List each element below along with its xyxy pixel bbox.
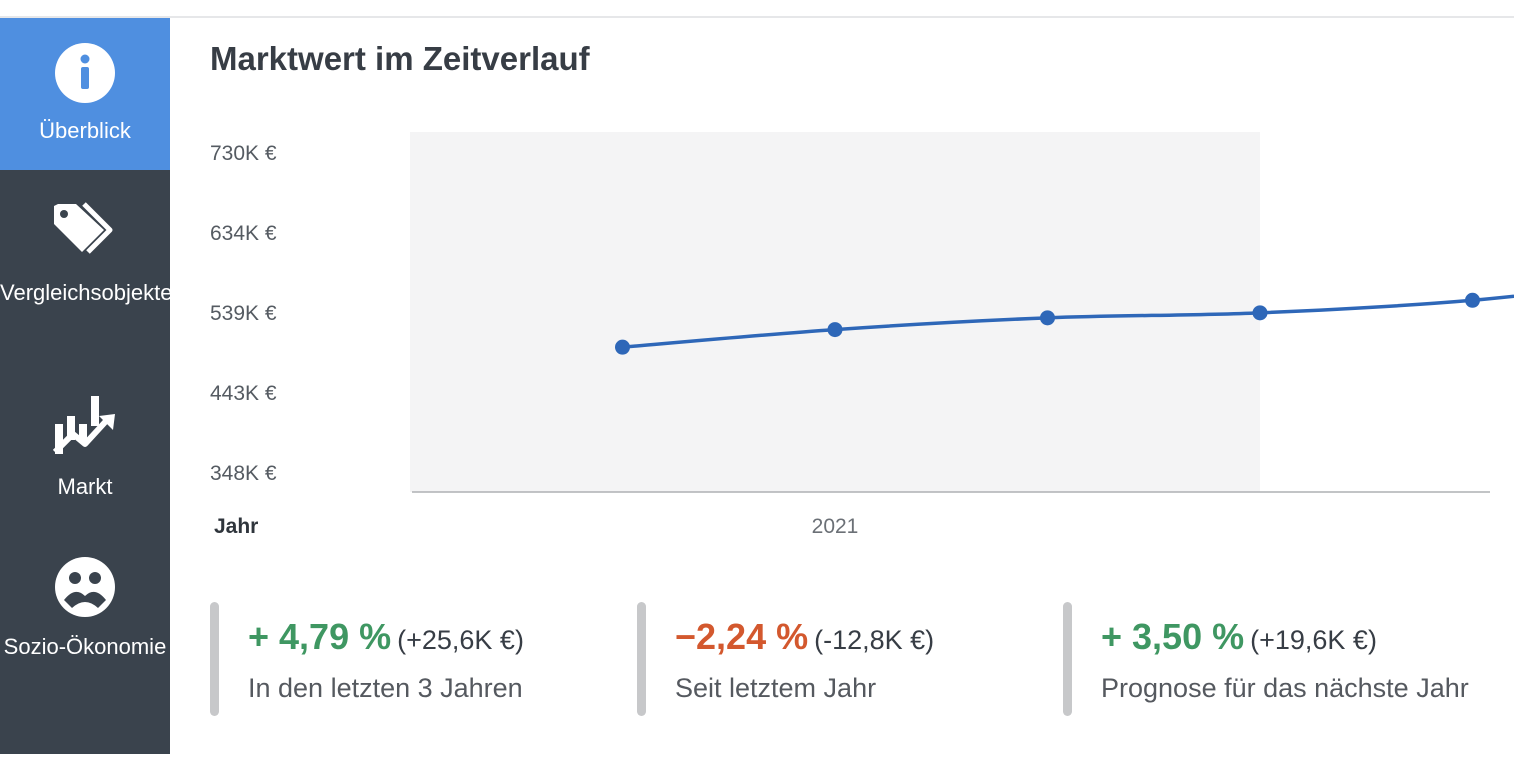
info-icon: [54, 42, 116, 109]
stat-divider: [637, 602, 646, 716]
market-value-chart: 730K €634K €539K €443K €348K € Jahr20212…: [170, 110, 1514, 560]
stat-absolute-value: (-12,8K €): [814, 625, 934, 655]
people-icon: [54, 556, 116, 623]
sidebar-item-overview[interactable]: Überblick: [0, 18, 170, 170]
sidebar-item-label: Markt: [0, 470, 170, 504]
stat-percent: + 4,79 %(+25,6K €): [248, 616, 524, 658]
sidebar: Überblick Vergleichsobjekte Markt: [0, 18, 170, 754]
stat-divider: [1063, 602, 1072, 716]
sidebar-item-label: Überblick: [0, 114, 170, 148]
page-title: Marktwert im Zeitverlauf: [210, 40, 590, 78]
stat-percent-value: + 4,79 %: [248, 616, 391, 657]
year-band: [410, 132, 1260, 492]
y-tick-label: 348K €: [210, 462, 277, 485]
data-point: [1465, 293, 1480, 308]
y-tick-label: 634K €: [210, 222, 277, 245]
y-tick-label: 539K €: [210, 302, 277, 325]
stat-description: In den letzten 3 Jahren: [248, 668, 608, 708]
market-chart-icon: [53, 394, 117, 461]
stat-forecast: + 3,50 %(+19,6K €) Prognose für das näch…: [1063, 602, 1483, 772]
stat-description: Seit letztem Jahr: [675, 668, 1035, 708]
top-divider: [0, 16, 1514, 18]
tags-icon: [52, 202, 118, 263]
stat-percent: + 3,50 %(+19,6K €): [1101, 616, 1377, 658]
sidebar-item-comparables[interactable]: Vergleichsobjekte: [0, 188, 170, 358]
y-tick-label: 443K €: [210, 382, 277, 405]
stat-percent-value: −2,24 %: [675, 616, 808, 657]
stat-absolute-value: (+19,6K €): [1250, 625, 1377, 655]
y-tick-label: 730K €: [210, 142, 277, 165]
stat-absolute-value: (+25,6K €): [397, 625, 524, 655]
stat-description: Prognose für das nächste Jahr: [1101, 668, 1481, 708]
stat-percent: −2,24 %(-12,8K €): [675, 616, 934, 658]
data-point: [828, 322, 843, 337]
sidebar-item-label: Vergleichsobjekte: [0, 276, 170, 310]
x-tick-label: 2021: [812, 515, 859, 538]
x-axis-label: Jahr: [214, 515, 258, 538]
data-point: [615, 340, 630, 355]
stat-divider: [210, 602, 219, 716]
stat-percent-value: + 3,50 %: [1101, 616, 1244, 657]
sidebar-item-market[interactable]: Markt: [0, 378, 170, 518]
stat-three-years: + 4,79 %(+25,6K €) In den letzten 3 Jahr…: [210, 602, 610, 772]
sidebar-item-socio-economy[interactable]: Sozio-Ökonomie: [0, 538, 170, 738]
stat-last-year: −2,24 %(-12,8K €) Seit letztem Jahr: [637, 602, 1037, 772]
sidebar-item-label: Sozio-Ökonomie: [0, 630, 170, 664]
data-point: [1253, 305, 1268, 320]
data-point: [1040, 310, 1055, 325]
